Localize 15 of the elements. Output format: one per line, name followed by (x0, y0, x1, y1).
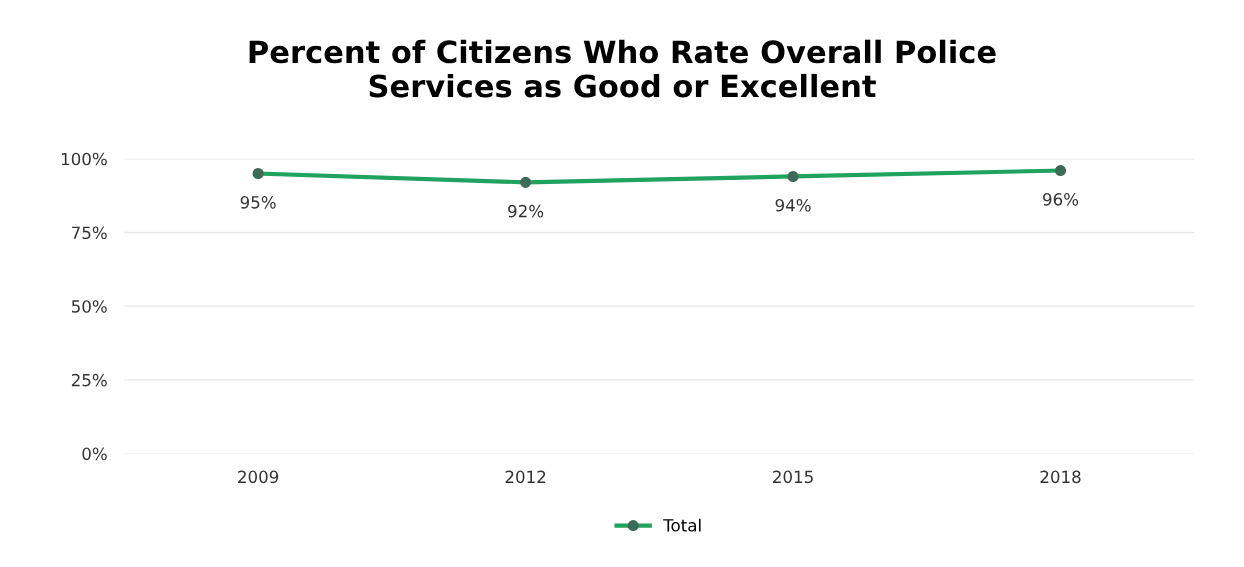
x-tick-label: 2012 (505, 470, 546, 484)
y-tick-label: 25% (71, 373, 107, 387)
data-label: 94% (775, 198, 811, 212)
x-tick-label: 2018 (1040, 470, 1081, 484)
chart-title: Percent of Citizens Who Rate Overall Police Services as Good or Excellent (249, 39, 996, 98)
data-label: 95% (240, 196, 276, 209)
data-label: 92% (508, 204, 544, 218)
legend-label: Total (663, 518, 701, 532)
x-tick-label: 2009 (238, 470, 279, 484)
y-tick-label: 100% (61, 152, 107, 166)
data-label: 96% (1043, 193, 1079, 206)
y-tick-label: 50% (71, 300, 107, 313)
x-tick-label: 2015 (773, 470, 813, 484)
y-tick-label: 0% (82, 447, 107, 461)
y-tick-label: 75% (72, 226, 107, 240)
